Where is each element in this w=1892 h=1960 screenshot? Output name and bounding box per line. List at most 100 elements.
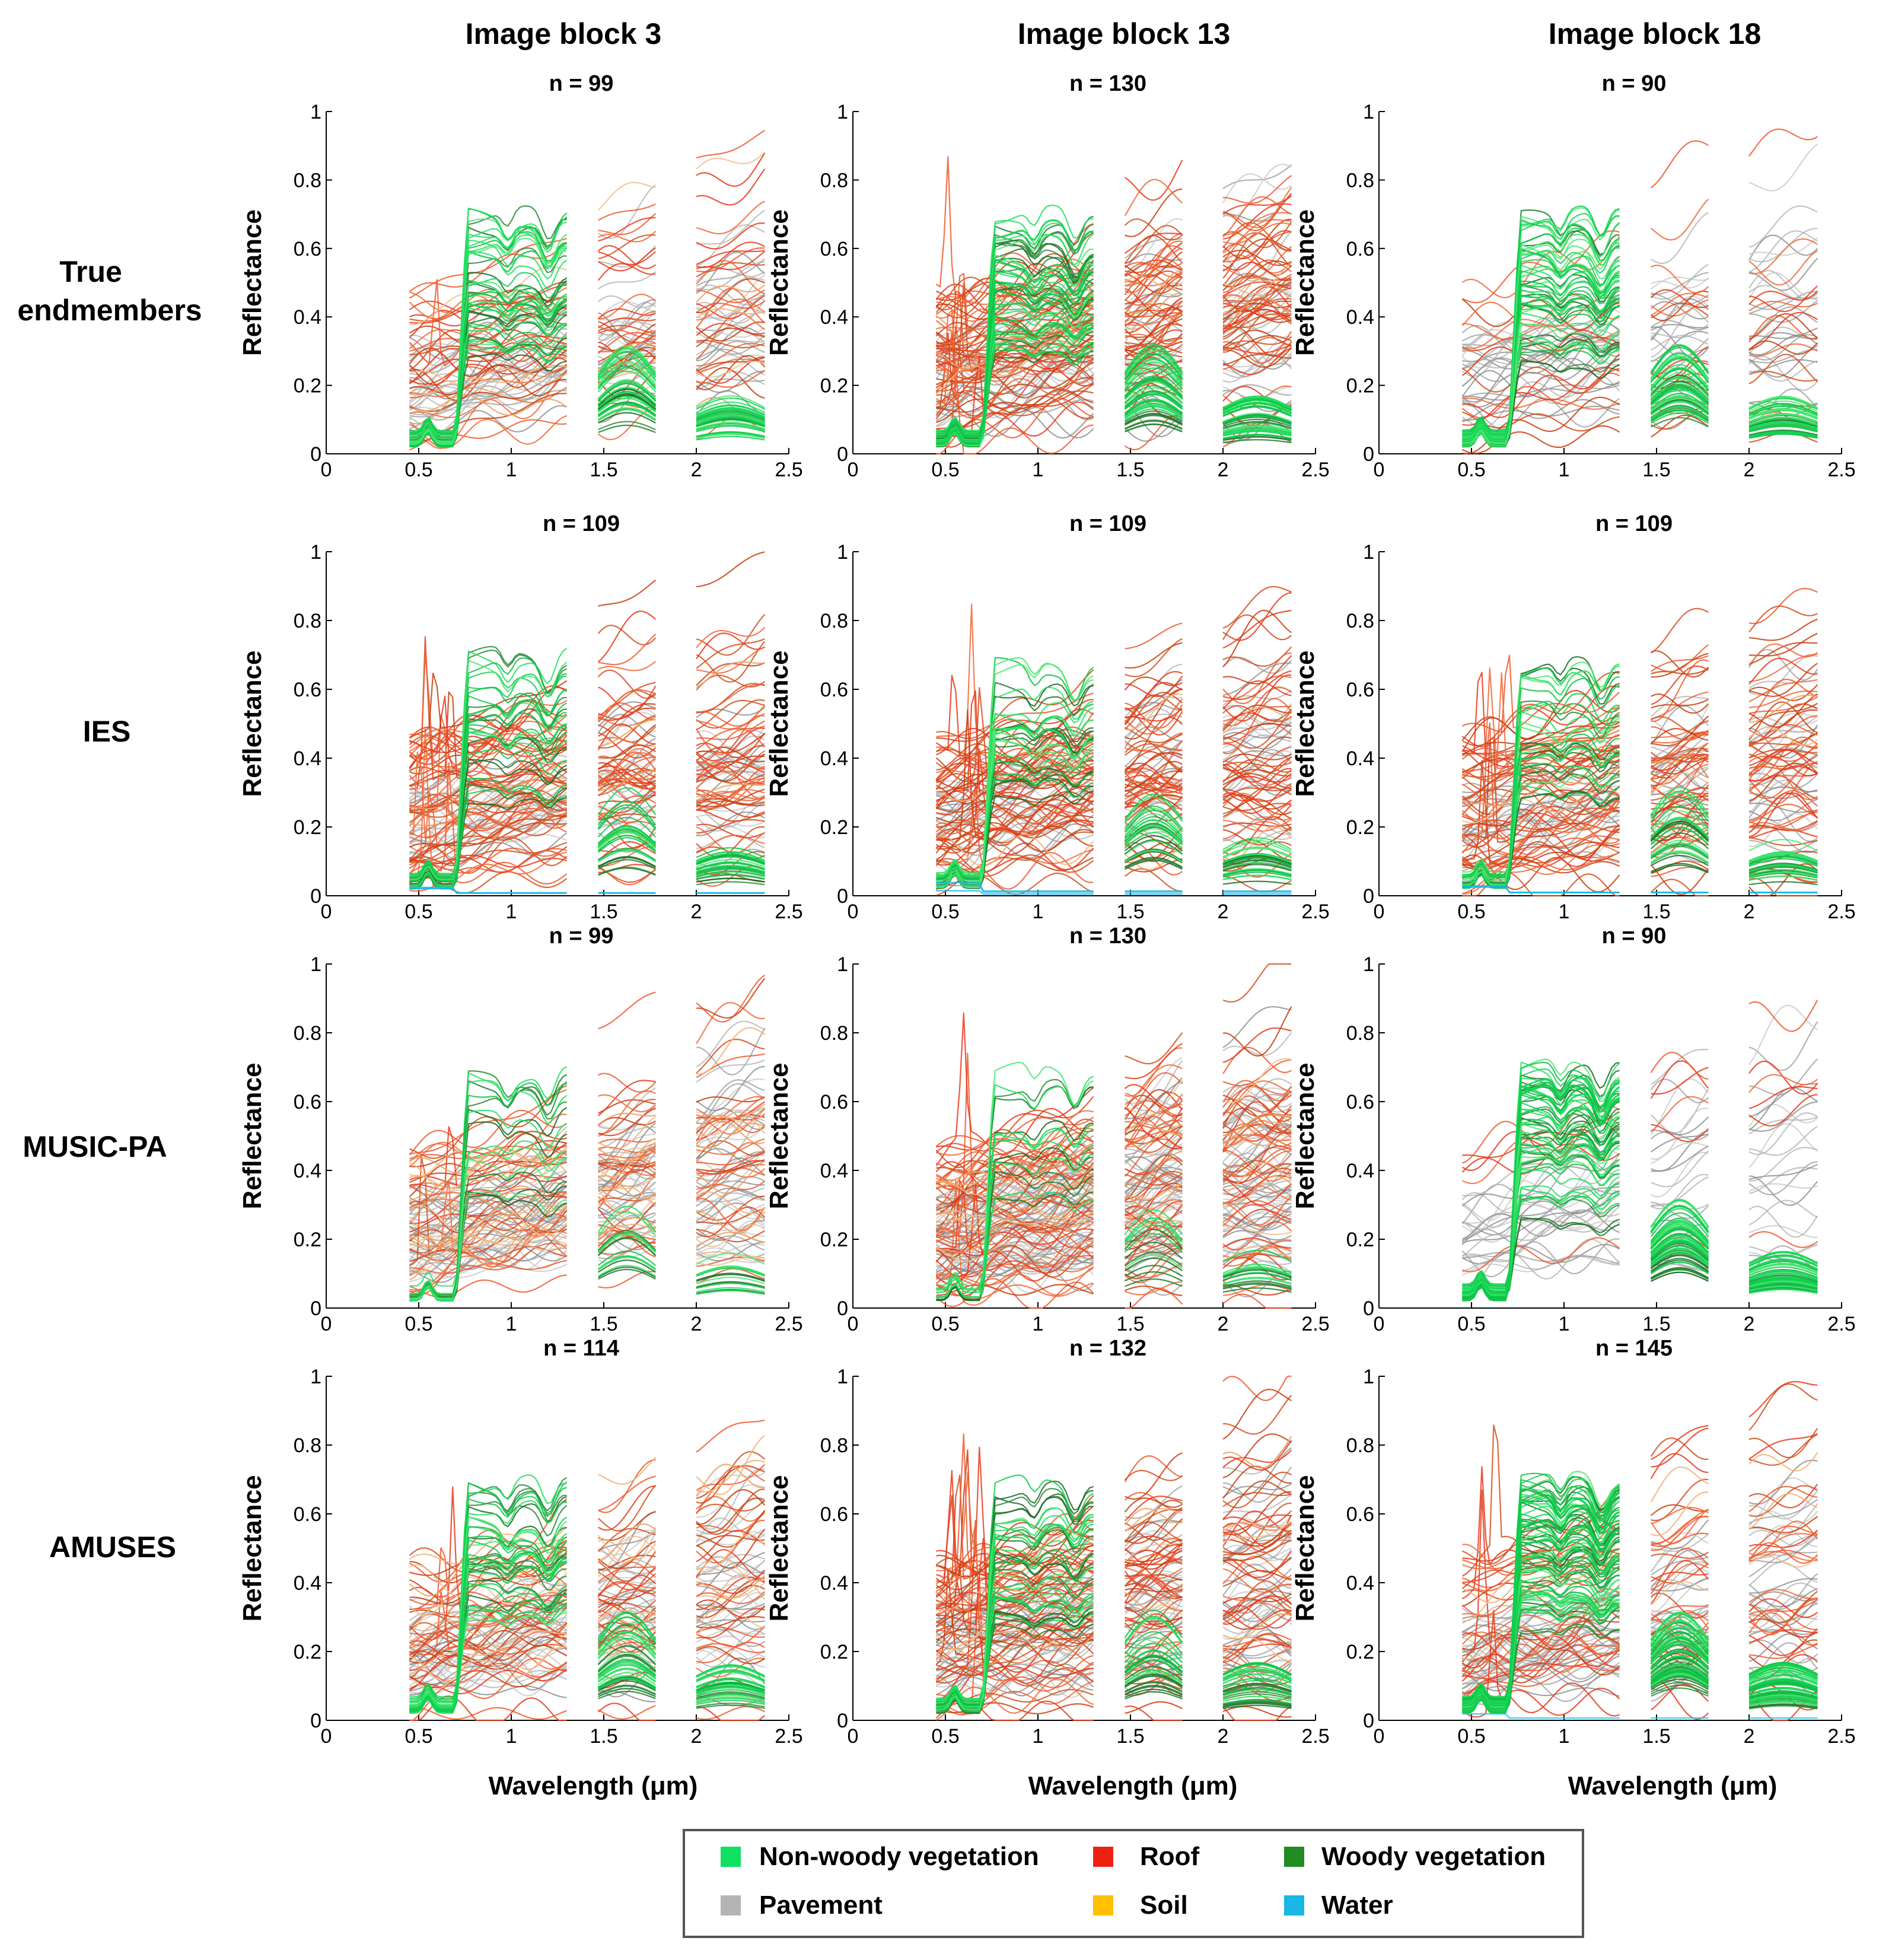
panel-r3-c3-spectrum-veg-78-seg2 xyxy=(1748,1260,1818,1271)
panel-r1-c2-spectrum-pave-27-seg1 xyxy=(1124,416,1183,442)
panel-r3-c1-spectrum-soil-78-seg2 xyxy=(696,1232,765,1246)
panel-r2-c1-spectrum-roof-46-seg1 xyxy=(597,723,656,750)
panel-r3-c1-spectrum-roof-65-seg2 xyxy=(696,1167,766,1182)
panel-r1-c2-spectrum-soil-90-seg2 xyxy=(1222,276,1292,316)
panel-r4-c3-xtick-label-4: 2 xyxy=(1744,1725,1755,1748)
panel-r4-c2-spectrum-woody-102-seg1 xyxy=(1124,1660,1183,1676)
panel-r2-c2-spectrum-roof-60-seg1 xyxy=(1124,782,1183,794)
panel-r4-c1-spectrum-roof-64-seg2 xyxy=(696,1489,766,1525)
panel-r4-c1-spectrum-roof-55-seg1 xyxy=(597,1484,657,1532)
panel-r2-c3-spectrum-roof-77-seg2 xyxy=(1748,762,1818,801)
panel-r3-c2-spectrum-woody-120-seg1 xyxy=(1125,1278,1183,1287)
panel-r3-c3-spectrum-veg-80-seg2 xyxy=(1748,1271,1818,1280)
panel-r2-c3-spectrum-veg-103-seg1 xyxy=(1650,819,1709,839)
panel-r3-c2-spectrum-soil-112-seg0 xyxy=(936,1188,1094,1226)
panel-r3-c1-spectrum-soil-77-seg2 xyxy=(696,1027,766,1075)
panel-r1-c2-spectrum-roof-78-seg2 xyxy=(1222,314,1292,329)
panel-r1-c1-xtick-label-4: 2 xyxy=(691,459,702,481)
panel-r1-c2-spectrum-pave-21-seg2 xyxy=(1222,384,1292,396)
panel-r1-c2-ytick-label-3: 0.6 xyxy=(820,238,848,260)
panel-r4-c3-xtick-label-2: 1 xyxy=(1559,1725,1570,1748)
panel-r1-c2-spectrum-roof-71-seg2 xyxy=(1222,303,1292,323)
panel-r1-c1-ytick-label-0: 0 xyxy=(310,443,321,466)
panel-r1-c1-spectra xyxy=(409,129,766,451)
panel-r3-c2-spectrum-pave-25-seg2 xyxy=(1222,1094,1292,1129)
panel-r4-c3-spectrum-roof-55-seg2 xyxy=(1748,1542,1818,1564)
panel-r2-c1-spectrum-roof-38-seg0 xyxy=(409,733,567,751)
panel-r4-c1-spectrum-soil-73-seg2 xyxy=(696,1435,766,1496)
panel-r3-c1-spectrum-roof-64-seg2 xyxy=(696,1142,766,1189)
panel-r4-c3-spectrum-roof-34-seg2 xyxy=(1748,1599,1818,1615)
panel-r1-c2-y-axis-label: Reflectance xyxy=(765,209,794,356)
panel-r3-c3-spectrum-veg-53-seg1 xyxy=(1650,1226,1709,1248)
panel-r3-c1-spectrum-roof-51-seg0 xyxy=(409,1194,567,1233)
panel-r2-c2-y-axis-label: Reflectance xyxy=(765,650,794,797)
panel-r1-c2-spectrum-veg-137-seg1 xyxy=(1124,352,1183,379)
panel-r3-c1-spectrum-soil-83-seg1 xyxy=(598,1175,657,1201)
legend-swatch-roof xyxy=(1093,1847,1113,1867)
panel-r4-c1-spectrum-roof-58-seg2 xyxy=(696,1570,766,1594)
panel-r3-c2-spectrum-roof-104-seg1 xyxy=(1125,1281,1183,1296)
panel-r2-c2-spectrum-woody-82-seg1 xyxy=(1125,858,1183,869)
panel-r1-c3-spectrum-veg-81-seg1 xyxy=(1650,387,1709,405)
panel-r4-c1-spectrum-veg-95-seg2 xyxy=(696,1693,765,1700)
panel-r4-c1-spectrum-roof-61-seg2 xyxy=(696,1643,765,1653)
panel-r2-c3-spectrum-roof-28-seg2 xyxy=(1748,663,1818,697)
panel-r1-c3-spectrum-pave-20-seg1 xyxy=(1651,335,1709,351)
panel-r2-c2-spectrum-veg-105-seg1 xyxy=(1124,840,1183,855)
panel-r3-c1-spectrum-soil-73-seg1 xyxy=(598,1176,656,1190)
panel-r4-c1-spectrum-roof-47-seg0 xyxy=(409,1707,568,1720)
panel-r2-c2-spectrum-veg-96-seg1 xyxy=(1124,828,1183,847)
panel-r2-c3-spectrum-roof-31-seg2 xyxy=(1748,820,1818,832)
panel-r4-c1-spectrum-veg-95-seg1 xyxy=(597,1668,657,1682)
panel-r1-c3-spectrum-veg-78-seg2 xyxy=(1748,430,1818,437)
panel-r4-c1-spectrum-veg-107-seg1 xyxy=(597,1627,657,1652)
panel-r3-c3-spectrum-veg-88-seg2 xyxy=(1748,1283,1818,1289)
panel-r1-c2-spectrum-veg-128-seg0 xyxy=(936,289,1094,445)
panel-r2-c3-spectrum-roof-37-seg2 xyxy=(1748,746,1818,768)
panel-r2-c3-spectrum-veg-94-seg1 xyxy=(1651,845,1709,860)
panel-r2-c3-spectrum-roof-30-seg0 xyxy=(1462,737,1620,843)
panel-r2-c3-spectrum-woody-82-seg1 xyxy=(1651,864,1709,874)
panel-r1-c3-spectrum-pave-20-seg0 xyxy=(1462,330,1620,362)
panel-r3-c1-xtick-label-4: 2 xyxy=(691,1313,702,1335)
panel-r2-c3-spectrum-roof-48-seg2 xyxy=(1748,812,1818,829)
panel-r4-c1-xtick-label-2: 1 xyxy=(506,1725,517,1748)
panel-r3-c2-spectrum-veg-128-seg1 xyxy=(1124,1233,1183,1253)
panel-r1-c3-spectrum-pave-5-seg1 xyxy=(1650,301,1709,320)
panel-r2-c3-spectrum-roof-27-seg1 xyxy=(1651,691,1709,720)
panel-r1-c2-spectrum-veg-119-seg1 xyxy=(1124,371,1183,393)
panel-r4-c3-spectrum-roof-33-seg1 xyxy=(1651,1427,1709,1468)
panel-r4-c2-spectrum-soil-97-seg2 xyxy=(1222,1637,1292,1662)
panel-r4-c1-spectrum-veg-106-seg2 xyxy=(696,1671,765,1683)
panel-r2-c3-spectrum-veg-98-seg1 xyxy=(1650,839,1709,855)
panel-r3-c2-spectrum-roof-61-seg2 xyxy=(1222,1046,1292,1074)
panel-r3-c1-ytick-label-1: 0.2 xyxy=(294,1229,321,1251)
panel-r3-c2-ytick-label-5: 1 xyxy=(837,953,848,976)
panel-r2-c2-spectrum-roof-71-seg1 xyxy=(1124,694,1183,724)
panel-r1-c3-spectrum-veg-93-seg1 xyxy=(1650,377,1709,398)
panel-r1-c2-spectrum-roof-87-seg2 xyxy=(1222,308,1292,329)
panel-r3-c2-spectrum-pave-30-seg1 xyxy=(1124,1166,1183,1198)
panel-r2-c1-spectrum-roof-69-seg0 xyxy=(409,651,568,772)
panel-r2-c1-spectrum-roof-36-seg0 xyxy=(409,813,568,875)
panel-r2-c2-spectrum-roof-55-seg0 xyxy=(935,784,1094,890)
panel-r1-c1-spectrum-veg-104-seg0 xyxy=(409,221,567,438)
panel-r1-c3-spectrum-woody-56-seg2 xyxy=(1748,423,1818,431)
legend-frame xyxy=(683,1829,1584,1938)
panel-r2-c1-spectrum-soil-79-seg1 xyxy=(598,769,656,791)
panel-r4-c3-spectrum-pave-28-seg0 xyxy=(1462,1655,1620,1692)
panel-r2-c2-spectrum-pave-20-seg2 xyxy=(1223,816,1292,842)
column-header-block-18: Image block 18 xyxy=(1549,17,1762,50)
panel-r1-c1-spectrum-veg-79-seg1 xyxy=(597,381,657,400)
panel-r2-c1-spectrum-roof-59-seg1 xyxy=(597,759,656,787)
panel-r2-c2-spectrum-veg-107-seg0 xyxy=(936,702,1094,876)
panel-r4-c3-spectrum-roof-51-seg0 xyxy=(1461,1679,1620,1717)
panel-r4-c2-spectrum-pave-38-seg2 xyxy=(1222,1608,1292,1640)
panel-r4-c1-spectrum-pave-29-seg2 xyxy=(696,1531,766,1582)
panel-r1-c1-spectrum-roof-31-seg1 xyxy=(598,247,656,272)
panel-r4-c3-spectrum-roof-55-seg1 xyxy=(1650,1547,1709,1595)
panel-r2-c3-xtick-label-2: 1 xyxy=(1559,901,1570,923)
panel-r1-c3-spectrum-veg-69-seg2 xyxy=(1748,400,1818,412)
